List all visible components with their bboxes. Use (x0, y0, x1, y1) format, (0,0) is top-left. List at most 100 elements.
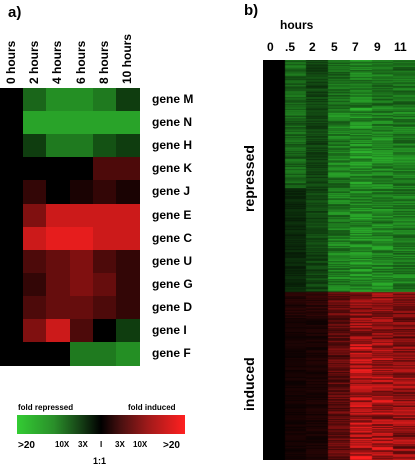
legend-tick: 3X (78, 440, 88, 449)
heatmap-cell (69, 295, 94, 320)
heatmap-cell (0, 342, 24, 366)
heatmap-cell (46, 88, 71, 112)
heatmap-cell (116, 226, 140, 251)
time-label: .5 (285, 40, 296, 54)
legend-tick: 10X (55, 440, 70, 449)
panel-b-hours-label: hours (280, 18, 314, 32)
gene-label: gene G (152, 276, 193, 291)
heatmap-cell (69, 111, 94, 135)
heatmap-cell (23, 134, 47, 158)
column-label: 4 hours (50, 40, 65, 84)
heatmap-cell (92, 134, 117, 158)
heatmap-cell (92, 88, 117, 112)
heatmap-cell (46, 180, 71, 205)
time-label: 2 (309, 40, 316, 54)
heatmap-cell (116, 134, 140, 158)
column-label: 10 hours (120, 33, 134, 84)
heatmap-cell (46, 249, 71, 274)
gene-label: gene E (152, 207, 192, 222)
heatmap-cell (92, 180, 117, 205)
column-label: 2 hours (27, 40, 42, 84)
heatmap-cell (92, 272, 117, 297)
heatmap-cell (46, 295, 71, 320)
heatmap-cell (23, 180, 47, 205)
heatmap-cell (69, 272, 94, 297)
time-label: 5 (331, 40, 338, 54)
heatmap-cell (92, 319, 117, 343)
heatmap-cell (116, 342, 140, 366)
heatmap-cell (116, 180, 140, 205)
column-label: 6 hours (73, 40, 88, 84)
heatmap-cell (69, 157, 94, 181)
heatmap-cell (46, 319, 71, 343)
panel-b-repressed-label: repressed (241, 145, 257, 212)
column-label: 0 hours (4, 40, 18, 84)
heatmap-cell (23, 226, 47, 251)
legend-tick: I (100, 440, 103, 449)
legend-tick: >20 (163, 440, 180, 451)
time-label: 9 (374, 40, 381, 54)
panel-a-label: a) (8, 4, 22, 21)
heatmap-cell (116, 272, 140, 297)
heatmap-cell (116, 295, 140, 320)
gene-label: gene K (152, 161, 193, 176)
gene-label: gene H (152, 138, 193, 153)
heatmap-cell (69, 88, 94, 112)
gene-label: gene U (152, 253, 193, 268)
heatmap-cell (92, 342, 117, 366)
heatmap-cell (92, 295, 117, 320)
heatmap-cell (69, 180, 94, 205)
heatmap-cell (0, 319, 24, 343)
legend-center-label: 1:1 (93, 456, 107, 466)
heatmap-cell (0, 180, 24, 205)
gene-label: gene C (152, 230, 193, 245)
heatmap-cell (116, 203, 140, 228)
legend-tick: 10X (133, 440, 148, 449)
gene-label: gene F (152, 346, 191, 361)
heatmap-cell (23, 111, 47, 135)
panel-b-label: b) (244, 2, 259, 19)
heatmap-cell (0, 88, 24, 112)
heatmap-cell (0, 157, 24, 181)
heatmap-cell (0, 203, 24, 228)
panel-b-heatmap (263, 60, 415, 460)
heatmap-cell (23, 249, 47, 274)
heatmap-cell (69, 319, 94, 343)
heatmap-cell (69, 226, 94, 251)
heatmap-cell (0, 226, 24, 251)
heatmap-cell (46, 203, 71, 228)
heatmap-cell (69, 203, 94, 228)
heatmap-cell (0, 272, 24, 297)
heatmap-cell (116, 157, 140, 181)
heatmap-cell (116, 88, 140, 112)
gene-label: gene M (152, 92, 194, 106)
heatmap-cell (0, 111, 24, 135)
heatmap-cell (116, 319, 140, 343)
heatmap-cell (23, 319, 47, 343)
heatmap-cell (0, 295, 24, 320)
heatmap-cell (0, 134, 24, 158)
legend-color-bar (17, 415, 185, 434)
heatmap-cell (46, 157, 71, 181)
heatmap-cell (23, 157, 47, 181)
heatmap-cell (46, 226, 71, 251)
heatmap-cell (92, 203, 117, 228)
heatmap-cell (23, 272, 47, 297)
heatmap-cell (46, 111, 71, 135)
legend-induced-title: fold induced (128, 403, 176, 412)
legend-tick: >20 (18, 440, 35, 451)
heatmap-cell (23, 295, 47, 320)
heatmap-cell (46, 272, 71, 297)
heatmap-cell (92, 226, 117, 251)
panel-b-induced-label: induced (241, 357, 257, 411)
gene-label: gene D (152, 299, 193, 314)
heatmap-cell (69, 249, 94, 274)
column-label: 8 hours (96, 40, 111, 84)
heatmap-cell (69, 134, 94, 158)
gene-label: gene N (152, 115, 193, 130)
gene-label: gene J (152, 184, 191, 199)
legend-tick: 3X (115, 440, 125, 449)
time-label: 7 (352, 40, 359, 54)
time-label: 11 (394, 40, 407, 54)
time-label: 0 (267, 40, 274, 54)
